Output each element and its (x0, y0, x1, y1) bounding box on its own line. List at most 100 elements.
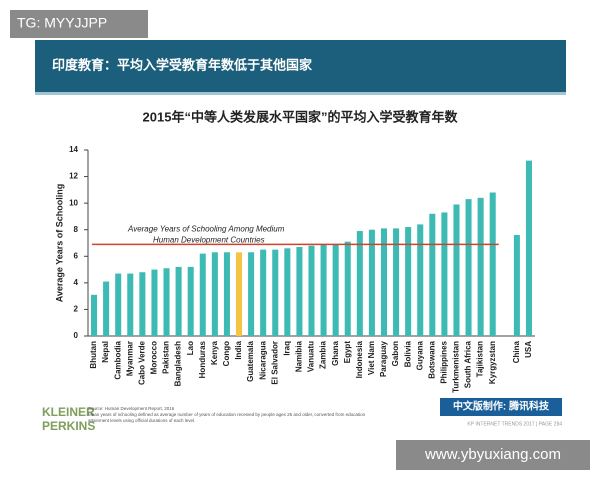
x-tick-label: Guyana (415, 340, 424, 370)
x-tick-label: Vanuatu (307, 341, 316, 372)
x-tick-label: El Salvador (270, 341, 279, 385)
watermark: www.ybyuxiang.com (424, 446, 561, 463)
x-tick-label: Tajikistan (476, 341, 485, 377)
logo: KLEINER (42, 405, 95, 419)
x-tick-label: Paraguay (379, 340, 388, 377)
header-title: 印度教育：平均入学受教育年数低于其他国家 (52, 57, 313, 72)
bar (199, 253, 206, 336)
bar (525, 160, 532, 336)
x-tick-label: Namibia (295, 340, 304, 372)
header-rule (35, 92, 566, 95)
y-tick-label: 4 (74, 278, 79, 287)
bar (127, 273, 134, 336)
watermark-box (396, 440, 590, 470)
bar (477, 197, 484, 336)
x-tick-label: Ghana (331, 340, 340, 365)
bar (405, 227, 412, 336)
x-tick-label: Pakistan (162, 341, 171, 374)
bar (465, 199, 472, 336)
bar (441, 212, 448, 336)
x-tick-label: USA (524, 341, 533, 358)
x-tick-label: Kenya (210, 340, 219, 365)
bar (284, 248, 291, 336)
source: Mean years of schooling defined as avera… (88, 412, 366, 417)
bar (320, 244, 327, 336)
y-tick-label: 6 (74, 251, 79, 260)
y-tick-label: 0 (74, 331, 79, 340)
source: Source: Human Development Report, 2016 (88, 406, 175, 411)
reference-label: Average Years of Schooling Among Medium (127, 224, 285, 233)
x-tick-label: Bangladesh (174, 341, 183, 386)
bar (453, 204, 460, 336)
y-tick-label: 12 (69, 172, 78, 181)
bar (260, 249, 267, 336)
bar (296, 246, 303, 336)
bar (91, 294, 98, 336)
bar (211, 252, 218, 336)
x-tick-label: Lao (186, 341, 195, 355)
badge-text: 中文版制作: 腾讯科技 (453, 400, 550, 413)
x-tick-label: Cabo Verde (137, 340, 146, 385)
source: attainment levels using official duratio… (88, 418, 195, 423)
x-tick-label: Indonesia (355, 340, 364, 378)
x-tick-label: India (234, 340, 243, 359)
x-tick-label: Bolivia (403, 340, 412, 367)
x-tick-label: Nepal (101, 341, 110, 363)
bar (368, 229, 375, 336)
footer: KP INTERNET TRENDS 2017 | PAGE 284 (467, 421, 562, 427)
bar (380, 228, 388, 336)
logo: PERKINS (42, 419, 95, 433)
watermark: TG: MYYJJPP (17, 15, 107, 31)
bar (356, 231, 363, 336)
x-tick-label: Zambia (319, 340, 328, 369)
x-tick-label: Guatemala (246, 340, 255, 381)
x-tick-label: Congo (222, 341, 231, 366)
bar (248, 252, 255, 336)
x-tick-label: Viet Nam (367, 341, 376, 375)
x-tick-label: South Africa (464, 340, 473, 388)
y-tick-label: 8 (74, 225, 79, 234)
bar (393, 228, 400, 336)
bar (151, 269, 158, 336)
x-tick-label: Philippines (440, 340, 449, 383)
bar (235, 252, 243, 336)
bar (417, 224, 424, 336)
bar (272, 249, 279, 336)
x-tick-label: Botswana (427, 340, 436, 378)
badge (440, 398, 562, 416)
bar (308, 245, 315, 336)
x-tick-label: Iraq (282, 341, 291, 356)
y-tick-label: 2 (74, 305, 79, 314)
x-tick-label: Cambodia (113, 340, 122, 379)
x-tick-label: Turkmenistan (452, 341, 461, 393)
x-tick-label: Egypt (343, 341, 352, 364)
watermark-box (10, 10, 148, 38)
bar (489, 192, 496, 336)
bar (223, 252, 230, 336)
chart-title: 2015年“中等人类发展水平国家”的平均入学受教育年数 (143, 109, 459, 124)
x-tick-label: Nicaragua (258, 340, 267, 379)
x-tick-label: Myanmar (125, 341, 134, 376)
header-bar (35, 40, 566, 92)
y-tick-label: 10 (69, 198, 78, 207)
bar (139, 272, 146, 336)
x-tick-label: Honduras (198, 340, 207, 378)
bar (344, 241, 351, 336)
bar (163, 268, 170, 336)
reference-label: Human Development Countries (153, 235, 265, 244)
x-tick-label: Morocco (150, 341, 159, 374)
bar (115, 273, 122, 336)
y-axis-label: Average Years of Schooling (54, 184, 64, 303)
y-tick-label: 14 (69, 145, 78, 154)
bar (187, 266, 194, 336)
bar (332, 244, 339, 336)
bar (429, 213, 436, 336)
x-tick-label: Bhutan (89, 341, 98, 369)
bar (103, 281, 110, 336)
bar (513, 235, 520, 336)
x-tick-label: China (512, 340, 521, 363)
x-tick-label: Kyrgyzstan (488, 341, 497, 384)
x-tick-label: Gabon (391, 341, 400, 366)
